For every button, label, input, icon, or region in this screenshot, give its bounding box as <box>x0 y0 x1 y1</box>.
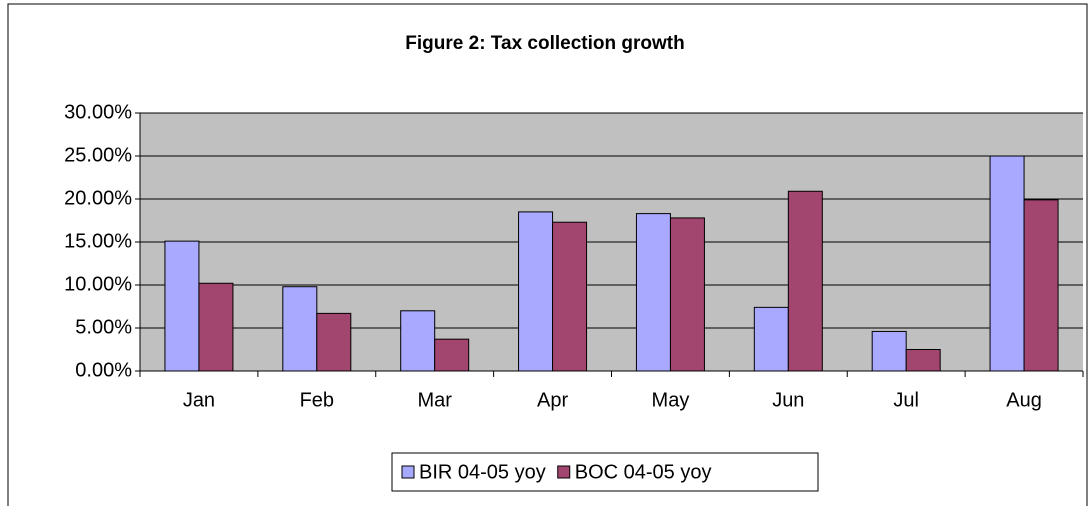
y-tick-label: 10.00% <box>64 273 132 295</box>
y-tick-label: 30.00% <box>64 101 132 123</box>
bar <box>669 217 705 372</box>
bar <box>871 330 907 372</box>
bar <box>989 155 1025 372</box>
y-tick-label: 25.00% <box>64 144 132 166</box>
x-tick-label: Apr <box>537 389 568 411</box>
bar <box>282 286 318 372</box>
x-tick-label: Jan <box>183 389 215 411</box>
bar <box>753 306 789 372</box>
y-tick-label: 5.00% <box>75 316 132 338</box>
chart-title: Figure 2: Tax collection growth <box>405 33 684 54</box>
legend-box <box>391 452 819 492</box>
bar <box>198 282 234 372</box>
bar <box>164 240 200 372</box>
bar <box>787 190 823 372</box>
x-tick-label: Jul <box>893 389 919 411</box>
y-tick-label: 20.00% <box>64 187 132 209</box>
x-tick-label: Mar <box>417 389 452 411</box>
bar <box>316 312 352 372</box>
y-tick-label: 15.00% <box>64 230 132 252</box>
x-tick-label: May <box>652 389 690 411</box>
x-tick-label: Feb <box>300 389 334 411</box>
legend-label: BIR 04-05 yoy <box>419 461 546 483</box>
bar <box>1023 199 1059 372</box>
legend-label: BOC 04-05 yoy <box>575 461 712 483</box>
bar <box>635 213 671 372</box>
legend-swatch <box>557 465 571 479</box>
bar <box>905 349 941 372</box>
bar <box>434 338 470 372</box>
bar <box>518 211 554 372</box>
y-tick-label: 0.00% <box>75 359 132 381</box>
x-tick-label: Jun <box>772 389 804 411</box>
bar <box>552 221 588 372</box>
bar <box>400 310 436 372</box>
legend-swatch <box>401 465 415 479</box>
x-tick-label: Aug <box>1006 389 1042 411</box>
